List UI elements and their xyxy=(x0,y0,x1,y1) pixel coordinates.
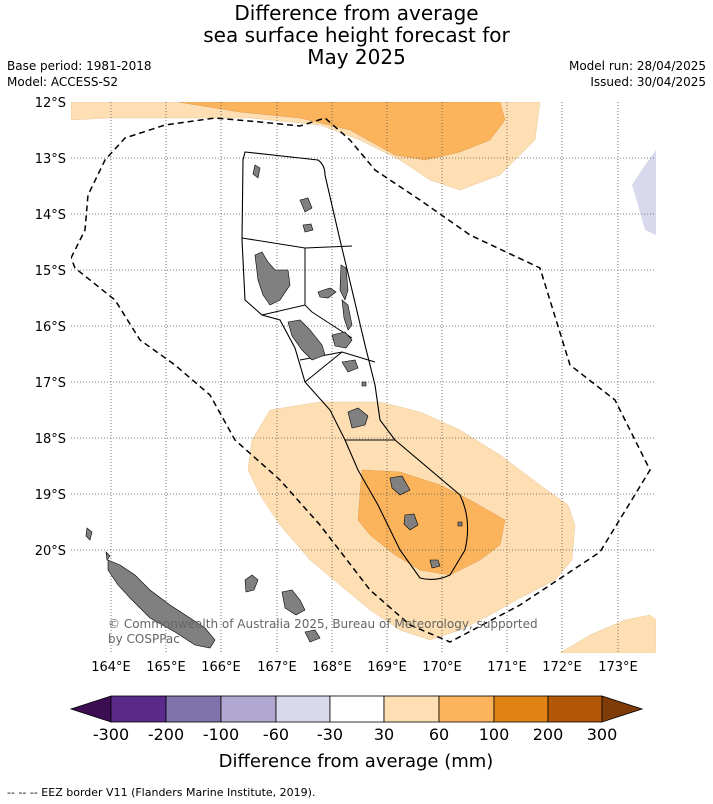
maewo xyxy=(339,264,349,301)
epi xyxy=(341,359,359,373)
copyright-line2: by COSPPac xyxy=(108,632,180,646)
base-period: Base period: 1981-2018 xyxy=(7,59,152,73)
colorbar-tick-label: -60 xyxy=(263,725,289,744)
banks-island-1 xyxy=(299,197,313,213)
colorbar-title: Difference from average (mm) xyxy=(219,751,494,772)
colorbar-tick-label: 100 xyxy=(479,725,510,744)
lat-label: 14°S xyxy=(35,208,66,223)
futuna xyxy=(457,521,463,527)
banks-island-2 xyxy=(302,223,314,233)
lat-label: 12°S xyxy=(35,96,66,111)
efate xyxy=(347,407,369,429)
title-line2: sea surface height forecast for xyxy=(203,23,510,47)
title-line1: Difference from average xyxy=(234,1,479,25)
lat-label: 18°S xyxy=(35,432,66,447)
title-line3: May 2025 xyxy=(307,45,406,69)
new-caledonia-island xyxy=(107,559,216,649)
colorbar-segment xyxy=(165,695,222,723)
lon-label: 165°E xyxy=(146,660,186,675)
islet-b xyxy=(105,551,111,561)
model-run: Model run: 28/04/2025 xyxy=(568,59,706,73)
lat-label: 13°S xyxy=(35,152,66,167)
espiritu-santo xyxy=(254,251,291,306)
colorbar-tick-label: -100 xyxy=(203,725,239,744)
lat-label: 17°S xyxy=(35,376,66,391)
loyalty-island-3 xyxy=(304,629,321,643)
colorbar-segment xyxy=(438,695,495,723)
pentecost xyxy=(341,299,353,331)
eez-legend-note: -- -- -- EEZ border V11 (Flanders Marine… xyxy=(7,786,316,799)
lat-label: 19°S xyxy=(35,488,66,503)
lon-label: 166°E xyxy=(201,660,241,675)
lon-label: 167°E xyxy=(257,660,297,675)
anomaly-30-60-southeast xyxy=(559,614,656,653)
anomaly-60-100-south xyxy=(357,469,506,576)
colorbar-segment xyxy=(110,695,167,723)
longitude-labels: 164°E 165°E 166°E 167°E 168°E 169°E 170°… xyxy=(91,660,638,675)
lon-label: 171°E xyxy=(487,660,527,675)
islet-a xyxy=(85,527,93,541)
anomaly-60-100-north xyxy=(177,102,506,161)
colorbar-tick-label: -200 xyxy=(148,725,184,744)
eez-border xyxy=(71,117,651,643)
latitude-labels: 12°S 13°S 14°S 15°S 16°S 17°S 18°S 19°S … xyxy=(35,96,66,559)
colorbar-segment xyxy=(220,695,277,723)
lat-label: 15°S xyxy=(35,264,66,279)
model-name: Model: ACCESS-S2 xyxy=(7,75,119,89)
lon-label: 172°E xyxy=(542,660,582,675)
map-area: © Commonwealth of Australia 2025, Bureau… xyxy=(71,102,656,653)
colorbar-segment xyxy=(493,695,549,723)
colorbar-tick-label: 300 xyxy=(587,725,618,744)
colorbar-max-arrow xyxy=(601,695,644,723)
lon-label: 173°E xyxy=(598,660,638,675)
lon-label: 168°E xyxy=(312,660,352,675)
colorbar-tick-label: 60 xyxy=(429,725,449,744)
colorbar-tick-label: 200 xyxy=(533,725,564,744)
lon-label: 164°E xyxy=(91,660,131,675)
lon-label: 170°E xyxy=(422,660,462,675)
shepherd-islet xyxy=(361,381,367,387)
malekula xyxy=(287,319,326,361)
lat-label: 16°S xyxy=(35,320,66,335)
colorbar-segment xyxy=(275,695,331,723)
lat-label: 20°S xyxy=(35,544,66,559)
colorbar-min-arrow xyxy=(69,695,112,723)
colorbar-segment xyxy=(329,695,385,723)
tanna xyxy=(403,513,419,531)
ambrym xyxy=(331,331,353,349)
colorbar-tick-label: 30 xyxy=(374,725,394,744)
province-boundary xyxy=(241,151,469,581)
colorbar: -300 -200 -100 -60 -30 30 60 100 200 300… xyxy=(69,695,644,772)
lon-label: 169°E xyxy=(367,660,407,675)
colorbar-tick-label: -300 xyxy=(93,725,129,744)
ambae xyxy=(317,287,337,299)
issued-date: Issued: 30/04/2025 xyxy=(590,75,706,89)
copyright-line1: © Commonwealth of Australia 2025, Bureau… xyxy=(108,617,538,631)
erromango xyxy=(389,475,411,496)
colorbar-tick-label: -30 xyxy=(317,725,343,744)
aneityum xyxy=(429,559,441,569)
land-masses xyxy=(85,164,463,649)
colorbar-segment xyxy=(547,695,603,723)
torres-islands xyxy=(252,164,261,179)
colorbar-segment xyxy=(383,695,440,723)
loyalty-island-2 xyxy=(244,574,259,593)
loyalty-island-1 xyxy=(281,589,306,616)
